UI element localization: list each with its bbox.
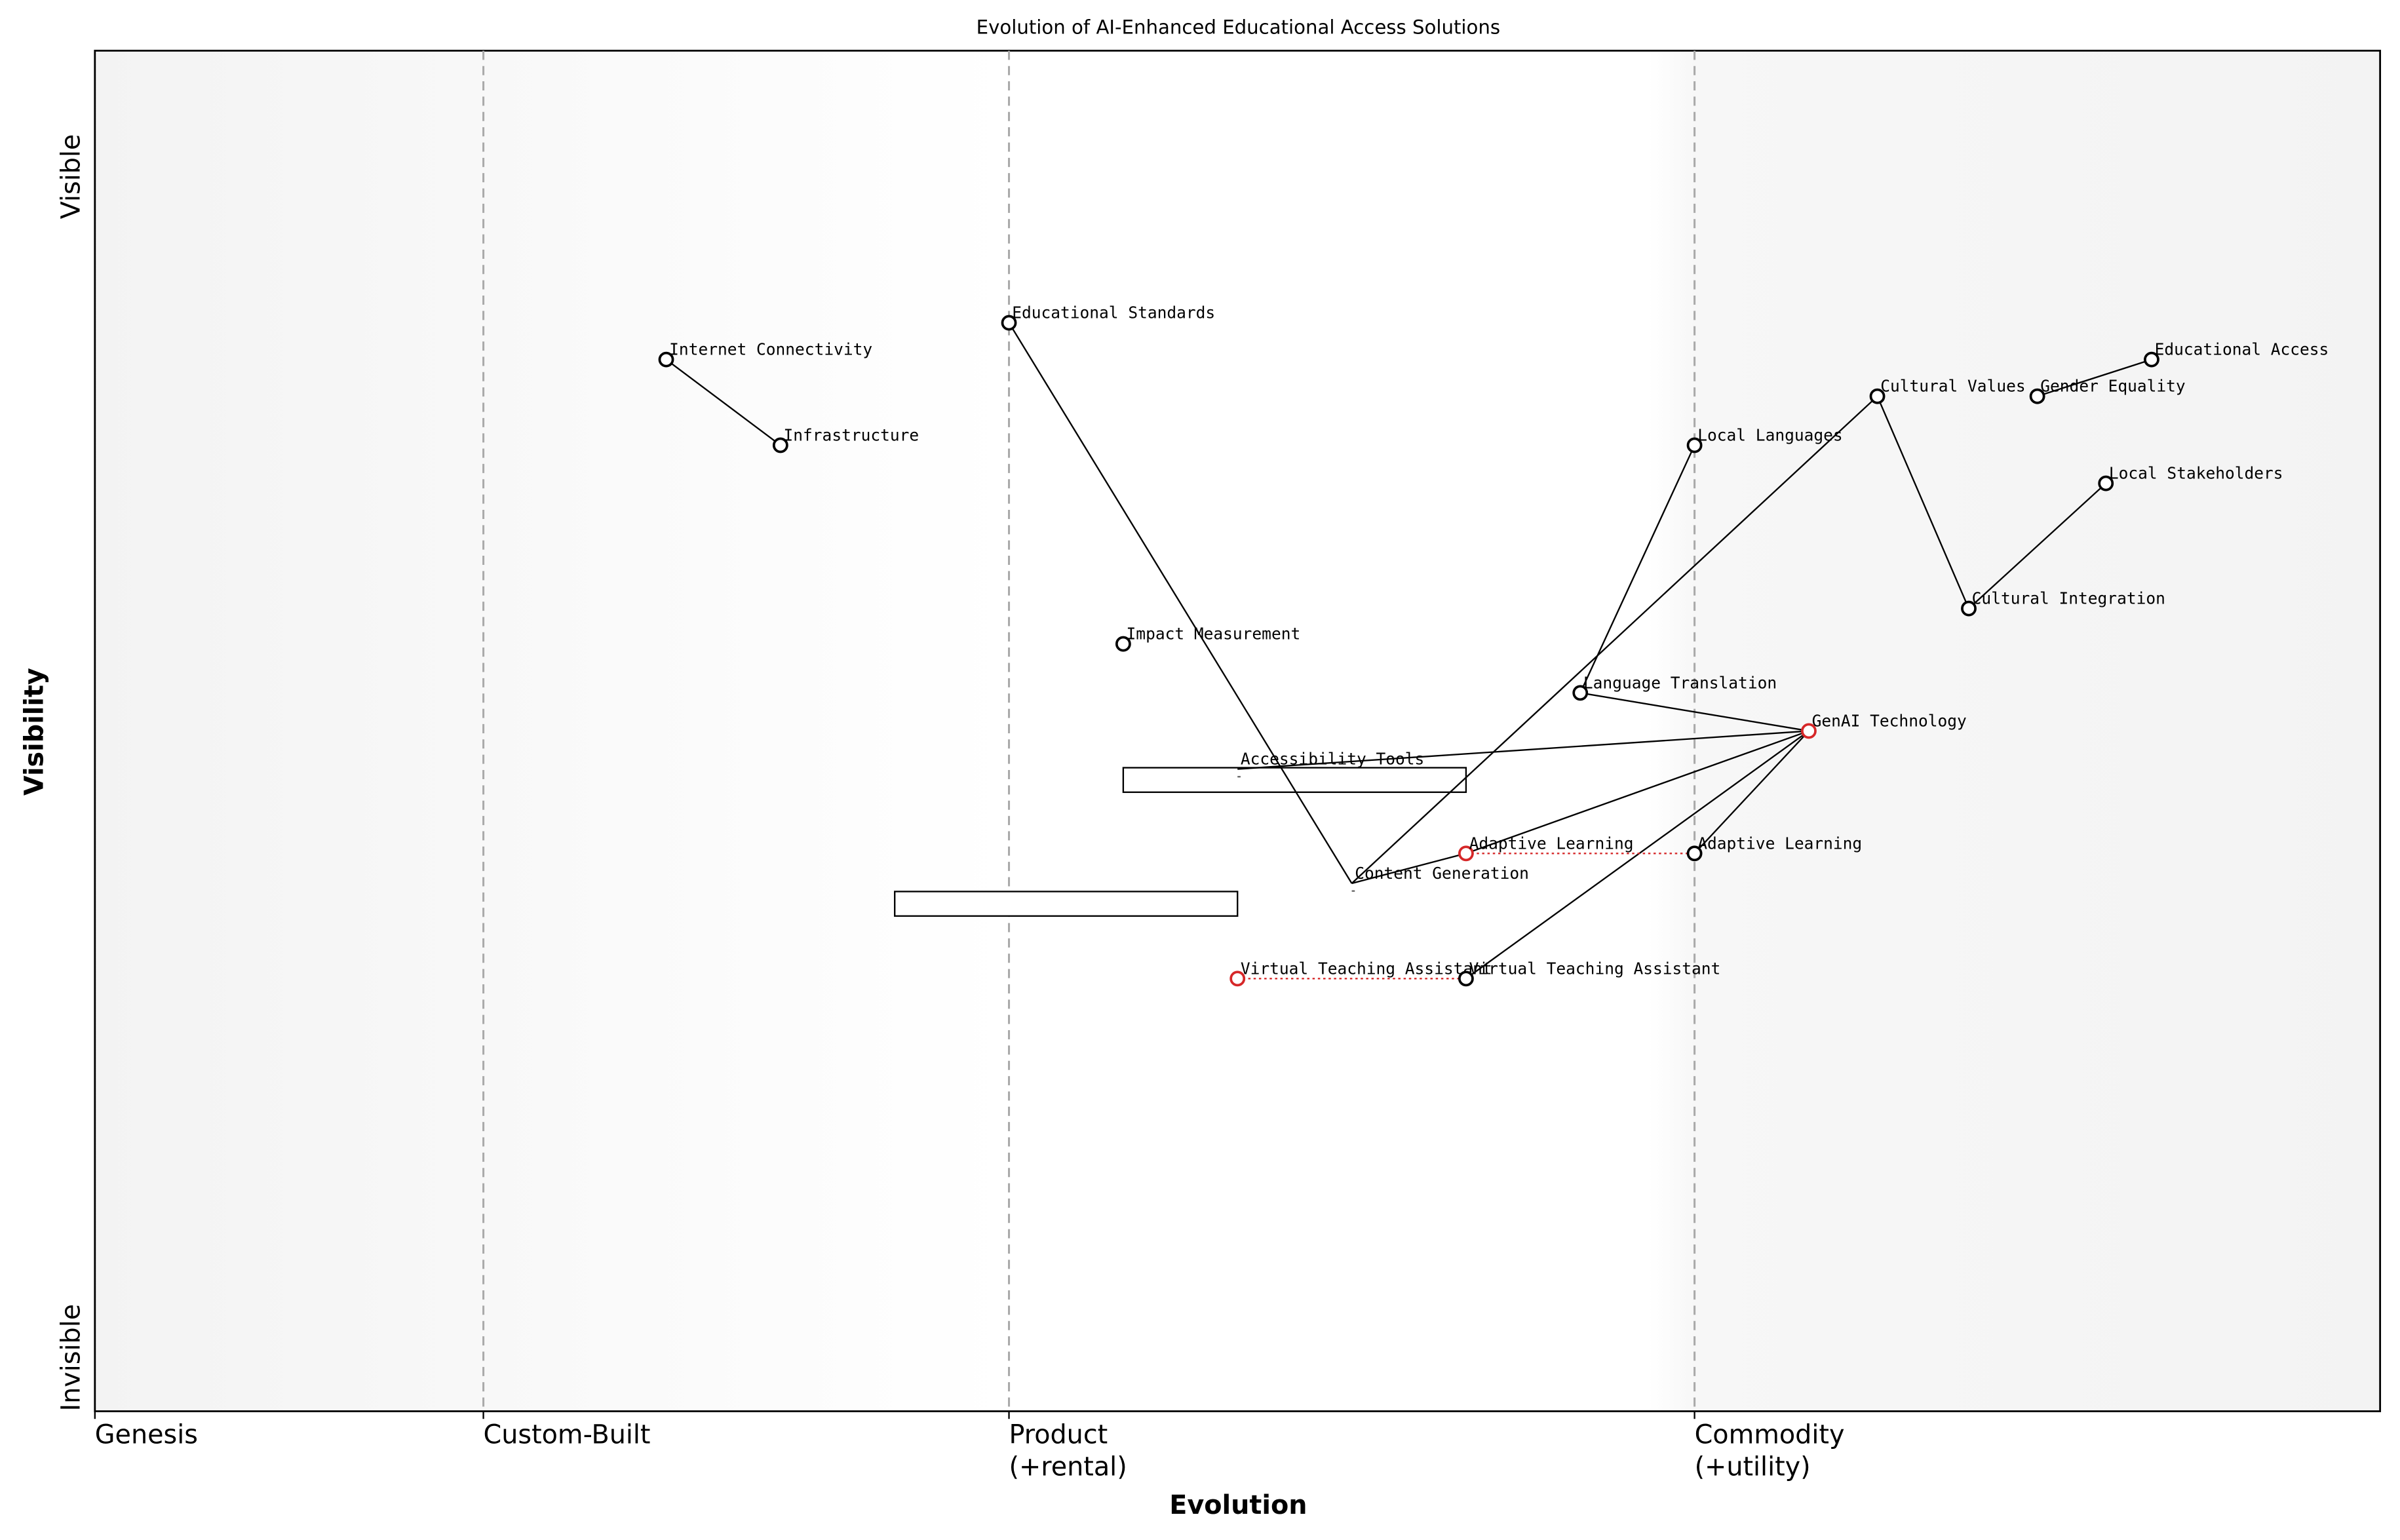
component-label: Educational Access [2155,340,2329,359]
pipeline [894,891,1239,917]
dependency-link [1465,730,1810,980]
component [1229,971,1246,987]
component-label: Educational Standards [1012,303,1215,322]
plot-area [94,49,2382,1412]
dependency-link [1237,730,1810,770]
y-end-label: Visible [56,134,86,220]
component-label: Internet Connectivity [669,340,872,359]
dependency-link [1351,395,1878,884]
component-label: Infrastructure [784,425,919,444]
component-label: Local Languages [1697,425,1842,444]
component [1869,388,1886,404]
component [1801,723,1817,739]
component [658,351,674,368]
dependency-link [1580,692,1810,732]
component [1686,437,1703,453]
dependency-link [1876,396,1970,609]
x-axis-label: Evolution [1169,1490,1307,1520]
component [2029,388,2045,404]
dependency-link [1465,730,1810,855]
dependency-link [1579,444,1695,693]
stage-label: Product [1009,1420,1108,1450]
component [772,437,788,453]
component [1686,845,1703,862]
stage-label: Commodity [1695,1420,1845,1450]
component [1115,636,1131,652]
component-label: Adaptive Learning [1469,834,1634,853]
dependency-link [1968,482,2107,609]
component-label: Virtual Teaching Assistant [1241,959,1492,978]
y-axis-label: Visibility [19,668,49,796]
component [1458,971,1474,987]
pipeline [1122,767,1467,794]
component [1961,600,1977,617]
y-end-label: Invisible [56,1304,86,1412]
component-label: Gender Equality [2040,377,2185,396]
component [1001,315,1017,331]
component-label: GenAI Technology [1812,711,1967,730]
stage-label: Custom-Built [484,1420,651,1450]
component [1572,685,1589,701]
stage-label: (+rental) [1009,1452,1127,1482]
component-label: Accessibility Tools [1241,750,1424,769]
component-label: Impact Measurement [1127,625,1301,644]
dependency-link [665,358,781,446]
dependency-link [1008,322,1353,884]
component-label: Cultural Values [1880,377,2025,396]
stage-label: Genesis [95,1420,198,1450]
component-label: Virtual Teaching Assistant [1469,959,1721,978]
dependency-link [1694,730,1810,855]
dependency-link [1351,853,1467,885]
stage-label: (+utility) [1695,1452,1811,1482]
component [2144,351,2159,368]
component-label: Language Translation [1583,673,1777,692]
component-label: Cultural Integration [1972,589,2165,608]
component-label: Content Generation [1355,864,1529,883]
component-label: Local Stakeholders [2109,464,2283,483]
component [2098,475,2114,491]
dependency-link [2037,358,2152,397]
component [1458,845,1474,862]
chart-title: Evolution of AI-Enhanced Educational Acc… [977,16,1500,39]
component-label: Adaptive Learning [1697,834,1862,853]
